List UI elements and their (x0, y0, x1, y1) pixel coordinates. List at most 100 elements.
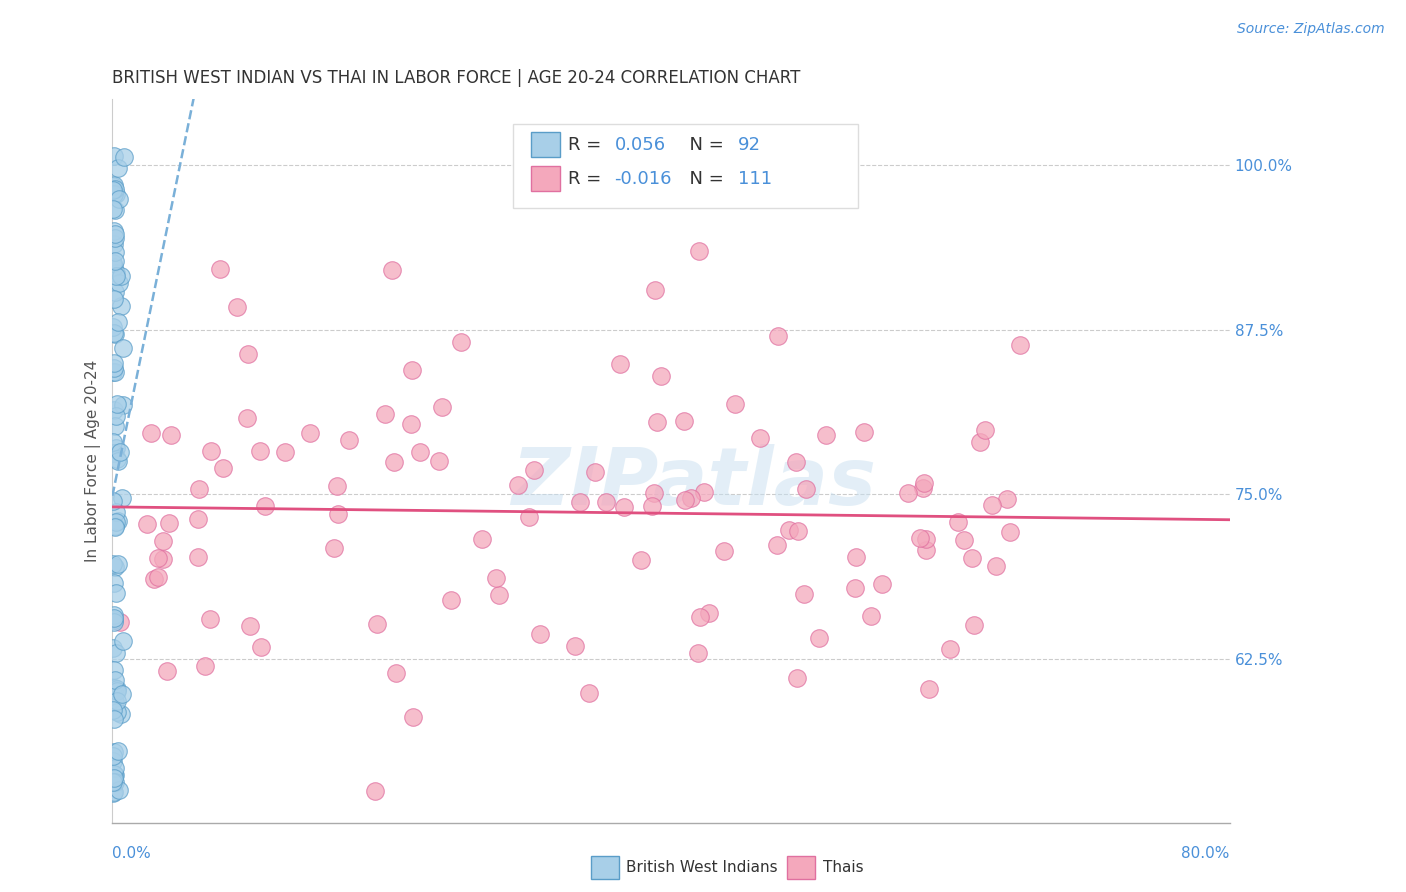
Point (104, 365, 127, 379)
Point (101, 774, 124, 789)
Text: Source: ZipAtlas.com: Source: ZipAtlas.com (1237, 22, 1385, 37)
Point (111, 634, 134, 648)
Point (103, 611, 125, 625)
Point (450, 334, 472, 349)
Point (969, 434, 991, 449)
Text: R =: R = (568, 170, 607, 188)
Point (103, 244, 125, 259)
Point (381, 263, 404, 277)
Point (112, 150, 135, 164)
Point (794, 482, 817, 496)
Point (104, 559, 127, 574)
Point (238, 346, 260, 360)
Point (105, 646, 128, 660)
Point (768, 329, 790, 343)
Point (108, 192, 131, 206)
Text: N =: N = (678, 170, 730, 188)
Point (673, 492, 696, 507)
Point (250, 640, 273, 654)
Point (112, 341, 135, 355)
Point (105, 585, 128, 599)
Point (104, 695, 127, 709)
Point (103, 203, 125, 218)
Point (198, 612, 221, 626)
Point (152, 533, 174, 548)
Point (485, 571, 508, 585)
Point (962, 618, 984, 632)
Point (689, 610, 711, 624)
Point (630, 553, 652, 567)
Point (111, 398, 134, 412)
Point (136, 517, 159, 532)
Point (104, 285, 127, 300)
Text: 0.056: 0.056 (614, 136, 665, 154)
Point (249, 443, 271, 458)
Point (914, 543, 936, 558)
Point (110, 268, 132, 283)
Point (187, 549, 209, 564)
Point (103, 186, 125, 201)
Point (101, 494, 124, 508)
Point (946, 516, 969, 530)
Point (101, 755, 124, 769)
Point (104, 775, 127, 789)
Point (506, 478, 529, 492)
Point (107, 454, 129, 468)
Point (101, 703, 124, 717)
Point (529, 626, 551, 640)
Point (107, 314, 129, 328)
Point (101, 641, 124, 656)
Point (673, 414, 696, 428)
Point (103, 255, 125, 269)
Point (440, 593, 463, 607)
Point (111, 491, 134, 506)
Text: 111: 111 (738, 170, 772, 188)
Point (471, 533, 494, 547)
Point (778, 523, 800, 537)
Point (103, 356, 125, 370)
Point (187, 512, 209, 526)
Point (104, 761, 127, 775)
Point (111, 687, 134, 701)
Point (105, 266, 128, 280)
Point (786, 524, 808, 538)
Point (918, 682, 941, 697)
Point (870, 577, 893, 591)
Text: R =: R = (568, 136, 607, 154)
Point (382, 455, 405, 469)
Point (103, 613, 125, 627)
Point (157, 516, 180, 531)
Point (688, 244, 710, 258)
Point (103, 771, 125, 785)
Text: 92: 92 (738, 136, 761, 154)
Point (107, 744, 129, 758)
Point (914, 532, 936, 546)
Point (105, 505, 128, 519)
Point (107, 276, 129, 290)
Point (103, 615, 125, 629)
Point (103, 293, 125, 307)
Point (226, 300, 249, 314)
Point (160, 428, 183, 442)
Point (104, 187, 127, 202)
Point (103, 785, 125, 799)
Point (101, 557, 124, 571)
Point (998, 525, 1021, 540)
Point (274, 445, 297, 459)
Point (104, 409, 127, 424)
Point (101, 320, 124, 334)
Point (253, 500, 276, 514)
Point (488, 589, 510, 603)
Point (103, 178, 125, 192)
Point (103, 446, 125, 460)
Point (815, 427, 838, 442)
Point (692, 484, 714, 499)
Point (139, 426, 162, 441)
Point (401, 417, 423, 431)
Point (432, 400, 454, 414)
Point (401, 363, 423, 377)
Text: BRITISH WEST INDIAN VS THAI IN LABOR FORCE | AGE 20-24 CORRELATION CHART: BRITISH WEST INDIAN VS THAI IN LABOR FOR… (112, 69, 801, 87)
Point (429, 454, 451, 468)
Point (337, 434, 360, 448)
Point (713, 543, 735, 558)
